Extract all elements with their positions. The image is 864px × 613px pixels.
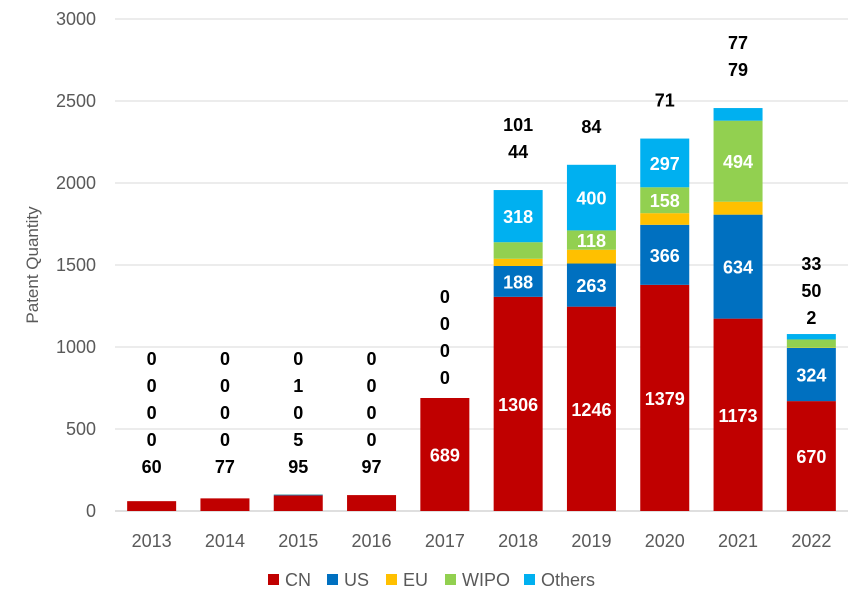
data-label-us: 263 bbox=[576, 276, 606, 296]
legend-label-us: US bbox=[344, 570, 369, 590]
y-tick-label: 3000 bbox=[56, 9, 96, 29]
x-tick-label: 2022 bbox=[791, 531, 831, 551]
x-tick-label: 2016 bbox=[352, 531, 392, 551]
data-label-others: 77 bbox=[728, 33, 748, 53]
legend-swatch-eu bbox=[386, 574, 397, 585]
bar-segment-cn bbox=[347, 495, 396, 511]
legend-swatch-wipo bbox=[445, 574, 456, 585]
legend-label-others: Others bbox=[541, 570, 595, 590]
x-tick-label: 2015 bbox=[278, 531, 318, 551]
data-label-wipo: 0 bbox=[440, 314, 450, 334]
data-label-cn: 77 bbox=[215, 457, 235, 477]
bar-segment-cn bbox=[127, 501, 176, 511]
data-label-eu: 71 bbox=[655, 91, 675, 111]
data-label-others: 33 bbox=[801, 254, 821, 274]
data-label-cn: 97 bbox=[362, 457, 382, 477]
data-label-cn: 689 bbox=[430, 446, 460, 466]
x-tick-label: 2014 bbox=[205, 531, 245, 551]
x-tick-label: 2021 bbox=[718, 531, 758, 551]
legend-label-wipo: WIPO bbox=[462, 570, 510, 590]
y-tick-label: 1500 bbox=[56, 255, 96, 275]
legend-swatch-others bbox=[524, 574, 535, 585]
data-label-wipo: 158 bbox=[650, 191, 680, 211]
bar-segment-wipo bbox=[494, 242, 543, 259]
y-tick-label: 0 bbox=[86, 501, 96, 521]
data-label-us: 0 bbox=[440, 368, 450, 388]
data-label-wipo: 101 bbox=[503, 115, 533, 135]
bar-segment-eu bbox=[567, 250, 616, 264]
bar-segment-cn bbox=[200, 498, 249, 511]
bar-segment-eu bbox=[640, 213, 689, 225]
data-label-eu: 0 bbox=[440, 341, 450, 361]
data-label-others: 400 bbox=[576, 189, 606, 209]
data-label-wipo: 0 bbox=[220, 376, 230, 396]
bar-segment-others bbox=[714, 108, 763, 121]
data-label-others: 0 bbox=[220, 349, 230, 369]
data-label-cn: 95 bbox=[288, 457, 308, 477]
bar-segment-us bbox=[274, 495, 323, 496]
data-label-wipo: 494 bbox=[723, 152, 753, 172]
data-label-us: 0 bbox=[220, 430, 230, 450]
y-tick-label: 2500 bbox=[56, 91, 96, 111]
data-label-us: 366 bbox=[650, 246, 680, 266]
data-label-us: 0 bbox=[147, 430, 157, 450]
y-axis-label: Patent Quantity bbox=[23, 206, 42, 324]
data-label-cn: 1173 bbox=[719, 406, 758, 426]
legend-label-cn: CN bbox=[285, 570, 311, 590]
bar-segment-eu bbox=[714, 202, 763, 215]
data-label-cn: 1246 bbox=[571, 400, 611, 420]
data-label-wipo: 118 bbox=[577, 231, 606, 251]
data-label-cn: 1306 bbox=[498, 395, 538, 415]
data-label-us: 324 bbox=[796, 366, 826, 386]
data-label-wipo: 0 bbox=[147, 376, 157, 396]
data-label-wipo: 1 bbox=[293, 376, 303, 396]
bar-segment-cn bbox=[274, 495, 323, 511]
data-label-others: 0 bbox=[440, 287, 450, 307]
data-label-wipo: 50 bbox=[801, 281, 821, 301]
data-label-eu: 0 bbox=[147, 403, 157, 423]
data-label-others: 297 bbox=[650, 154, 680, 174]
data-label-us: 188 bbox=[503, 272, 533, 292]
y-tick-label: 2000 bbox=[56, 173, 96, 193]
x-tick-label: 2020 bbox=[645, 531, 685, 551]
y-axis-ticks: 0 500 1000 1500 2000 2500 3000 bbox=[56, 9, 96, 521]
x-tick-label: 2018 bbox=[498, 531, 538, 551]
legend-swatch-us bbox=[327, 574, 338, 585]
data-label-others: 318 bbox=[503, 207, 533, 227]
y-tick-label: 1000 bbox=[56, 337, 96, 357]
x-axis-ticks: 2013 2014 2015 2016 2017 2018 2019 2020 2021 2022 bbox=[132, 531, 832, 551]
bar-segment-others bbox=[787, 334, 836, 339]
x-tick-label: 2013 bbox=[132, 531, 172, 551]
x-tick-label: 2017 bbox=[425, 531, 465, 551]
data-label-eu: 79 bbox=[728, 60, 748, 80]
data-label-cn: 1379 bbox=[645, 389, 685, 409]
data-label-others: 0 bbox=[367, 349, 377, 369]
data-label-others: 0 bbox=[147, 349, 157, 369]
data-label-us: 0 bbox=[367, 430, 377, 450]
legend-label-eu: EU bbox=[403, 570, 428, 590]
data-label-wipo: 0 bbox=[367, 376, 377, 396]
legend: CN US EU WIPO Others bbox=[268, 570, 595, 590]
data-label-eu: 0 bbox=[367, 403, 377, 423]
data-label-cn: 60 bbox=[142, 457, 162, 477]
bar-segment-eu bbox=[494, 259, 543, 266]
data-label-eu: 0 bbox=[293, 403, 303, 423]
bar-segment-wipo bbox=[787, 339, 836, 347]
data-label-eu: 44 bbox=[508, 142, 528, 162]
legend-swatch-cn bbox=[268, 574, 279, 585]
data-label-eu: 0 bbox=[220, 403, 230, 423]
y-tick-label: 500 bbox=[66, 419, 96, 439]
data-label-eu: 84 bbox=[581, 117, 601, 137]
data-label-us: 634 bbox=[723, 258, 753, 278]
data-label-eu: 2 bbox=[806, 308, 816, 328]
data-label-us: 5 bbox=[293, 430, 303, 450]
data-label-others: 0 bbox=[293, 349, 303, 369]
x-tick-label: 2019 bbox=[571, 531, 611, 551]
data-label-cn: 670 bbox=[796, 447, 826, 467]
